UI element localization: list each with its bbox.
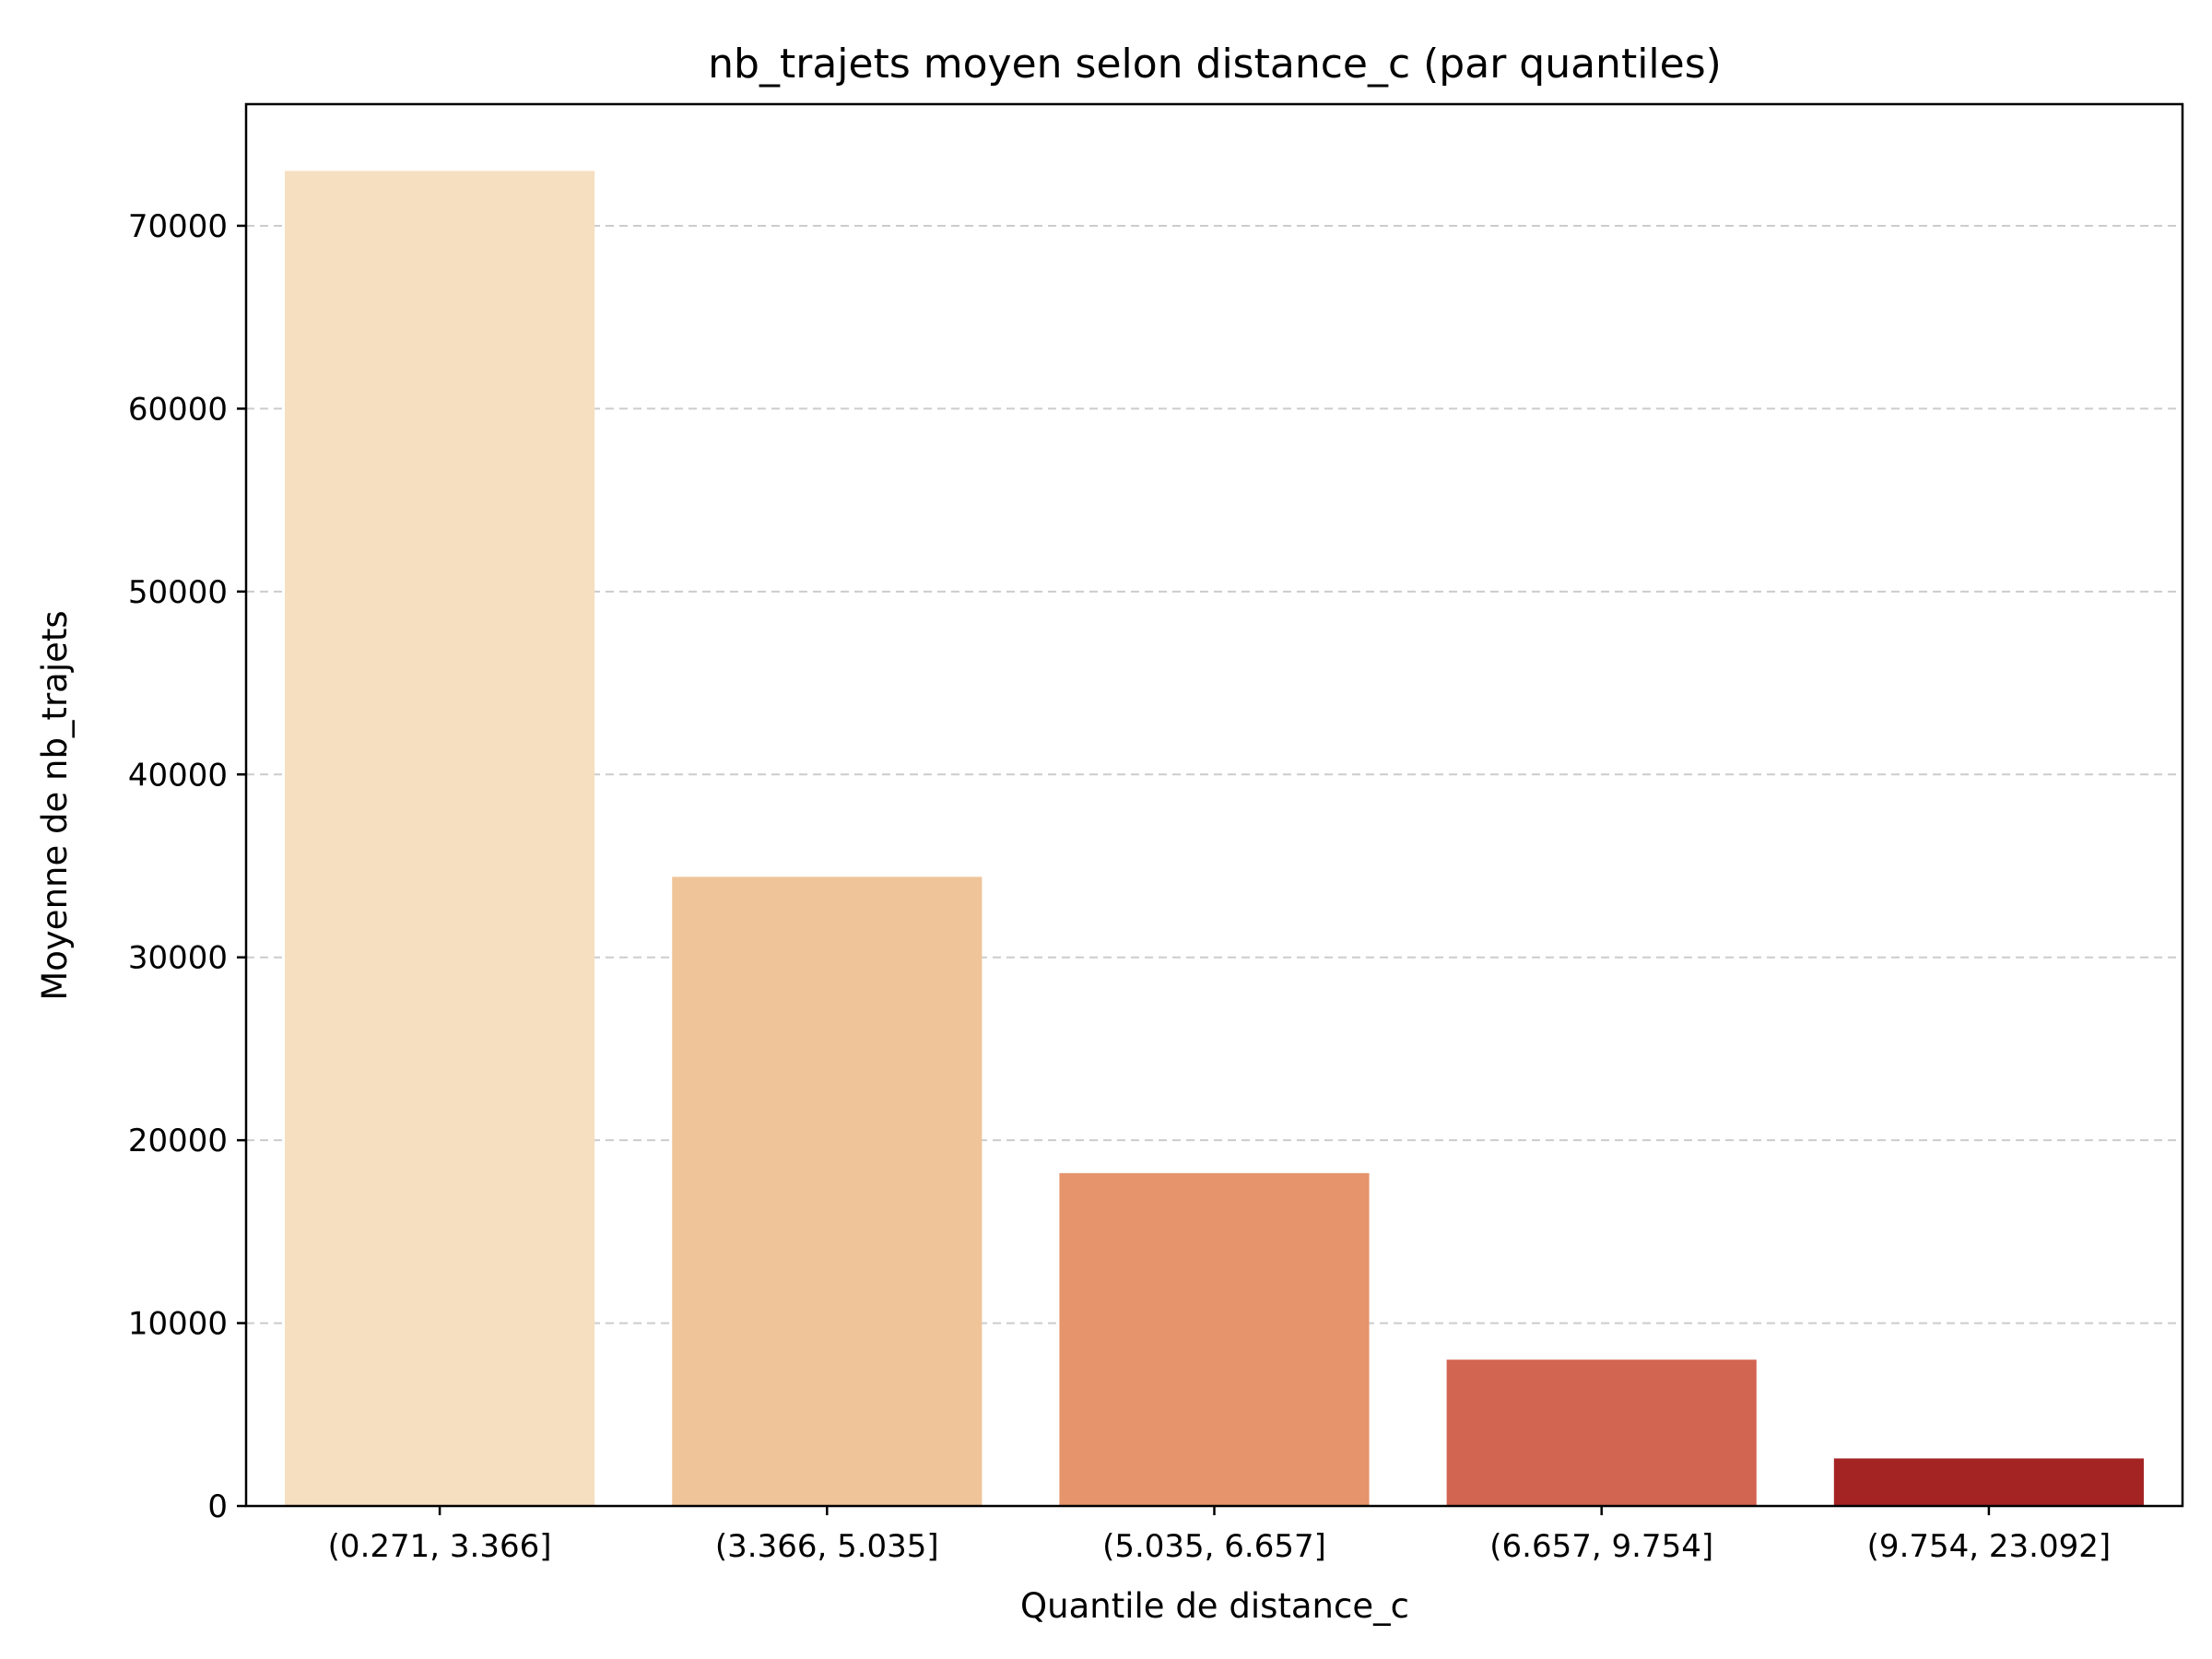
x-tick-label: (3.366, 5.035] bbox=[715, 1528, 939, 1565]
chart-title: nb_trajets moyen selon distance_c (par q… bbox=[708, 41, 1722, 88]
bar bbox=[1446, 1359, 1757, 1506]
bar bbox=[285, 171, 595, 1506]
bars-layer bbox=[285, 171, 2144, 1506]
y-tick-label: 20000 bbox=[128, 1123, 228, 1159]
x-tick-label: (5.035, 6.657] bbox=[1102, 1528, 1326, 1565]
y-axis-label: Moyenne de nb_trajets bbox=[35, 610, 75, 1000]
y-tick-label: 30000 bbox=[128, 940, 228, 977]
y-tick-label: 60000 bbox=[128, 391, 228, 428]
y-tick-label: 70000 bbox=[128, 208, 228, 245]
x-tick-label: (6.657, 9.754] bbox=[1489, 1528, 1713, 1565]
bar bbox=[672, 877, 982, 1506]
y-tick-label: 40000 bbox=[128, 757, 228, 794]
y-tick-label: 0 bbox=[207, 1488, 228, 1525]
y-tick-label: 10000 bbox=[128, 1306, 228, 1343]
x-tick-label: (9.754, 23.092] bbox=[1867, 1528, 2111, 1565]
y-tick-label: 50000 bbox=[128, 574, 228, 611]
x-axis-label: Quantile de distance_c bbox=[1020, 1586, 1409, 1626]
x-axis: (0.271, 3.366] (3.366, 5.035] (5.035, 6.65… bbox=[328, 1506, 2111, 1565]
y-axis: 0 10000 20000 30000 40000 50000 60000 70000 bbox=[128, 208, 246, 1525]
x-tick-label: (0.271, 3.366] bbox=[328, 1528, 552, 1565]
bar bbox=[1833, 1458, 2144, 1506]
bar bbox=[1059, 1172, 1370, 1506]
